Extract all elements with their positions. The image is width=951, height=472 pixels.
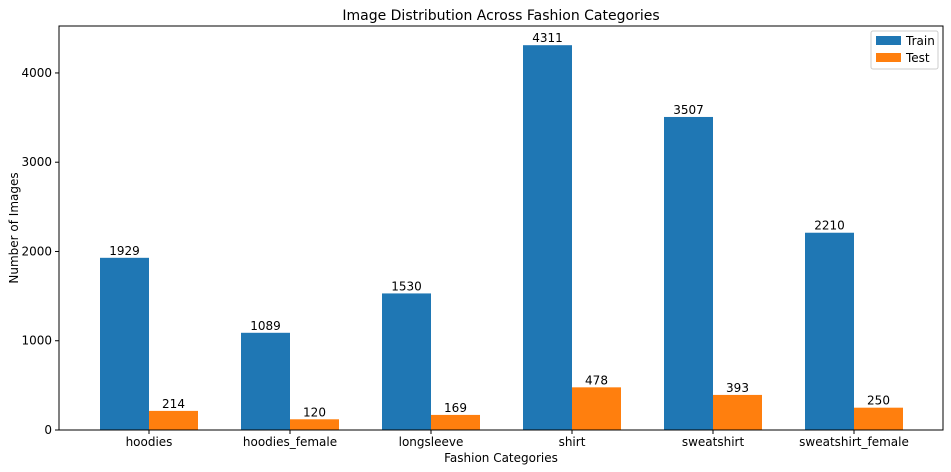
bar-train-shirt bbox=[523, 45, 572, 430]
value-labels-group: 1929 1089 1530 4311 3507 2210 214 120 169 478 393 2… bbox=[109, 31, 890, 419]
y-tick-label: 2000 bbox=[21, 244, 52, 258]
bar-train-longsleeve bbox=[382, 293, 431, 430]
bar-train-hoodies_female bbox=[241, 332, 290, 430]
value-label-train-hoodies: 1929 bbox=[109, 244, 140, 258]
bars-group bbox=[100, 45, 903, 431]
y-tick-label: 1000 bbox=[21, 334, 52, 348]
bar-train-hoodies bbox=[100, 257, 149, 430]
value-label-train-sweatshirt_female: 2210 bbox=[814, 219, 845, 233]
value-label-train-sweatshirt: 3507 bbox=[673, 103, 704, 117]
bar-test-longsleeve bbox=[431, 414, 480, 430]
value-label-train-hoodies_female: 1089 bbox=[250, 319, 281, 333]
value-label-test-sweatshirt: 393 bbox=[726, 381, 749, 395]
x-axis: hoodies hoodies_female longsleeve shirt swea… bbox=[126, 430, 909, 449]
value-label-test-longsleeve: 169 bbox=[444, 401, 467, 415]
value-label-train-longsleeve: 1530 bbox=[391, 279, 422, 293]
x-tick-label-hoodies: hoodies bbox=[126, 435, 173, 449]
y-tick-label: 0 bbox=[44, 423, 52, 437]
bar-test-hoodies bbox=[149, 410, 198, 430]
bar-test-hoodies_female bbox=[290, 419, 339, 430]
bar-test-shirt bbox=[572, 387, 621, 430]
x-tick-label-hoodies_female: hoodies_female bbox=[243, 435, 337, 449]
y-axis: 0 1000 2000 3000 4000 bbox=[21, 66, 59, 437]
legend-label-test: Test bbox=[905, 51, 930, 65]
x-axis-label: Fashion Categories bbox=[444, 451, 558, 465]
bar-test-sweatshirt_female bbox=[854, 407, 903, 430]
value-label-test-shirt: 478 bbox=[585, 373, 608, 387]
legend-swatch-test bbox=[876, 53, 901, 62]
x-tick-label-sweatshirt_female: sweatshirt_female bbox=[799, 435, 909, 449]
value-label-test-hoodies: 214 bbox=[162, 397, 185, 411]
bar-train-sweatshirt bbox=[664, 116, 713, 431]
value-label-test-hoodies_female: 120 bbox=[303, 405, 326, 419]
y-axis-label: Number of Images bbox=[7, 172, 21, 283]
legend: Train Test bbox=[870, 30, 939, 70]
legend-swatch-train bbox=[876, 36, 901, 45]
chart-title: Image Distribution Across Fashion Catego… bbox=[342, 8, 659, 24]
y-tick-label: 4000 bbox=[21, 66, 52, 80]
legend-label-train: Train bbox=[905, 34, 935, 48]
value-label-test-sweatshirt_female: 250 bbox=[867, 394, 890, 408]
x-tick-label-longsleeve: longsleeve bbox=[399, 435, 464, 449]
x-tick-label-sweatshirt: sweatshirt bbox=[682, 435, 745, 449]
y-tick-label: 3000 bbox=[21, 155, 52, 169]
plot-area: 1929 1089 1530 4311 3507 2210 214 120 169 478 393 2… bbox=[100, 31, 903, 431]
plot-frame bbox=[58, 25, 944, 431]
x-tick-label-shirt: shirt bbox=[559, 435, 586, 449]
bar-test-sweatshirt bbox=[713, 394, 762, 430]
bar-train-sweatshirt_female bbox=[805, 232, 854, 430]
value-label-train-shirt: 4311 bbox=[532, 31, 563, 45]
